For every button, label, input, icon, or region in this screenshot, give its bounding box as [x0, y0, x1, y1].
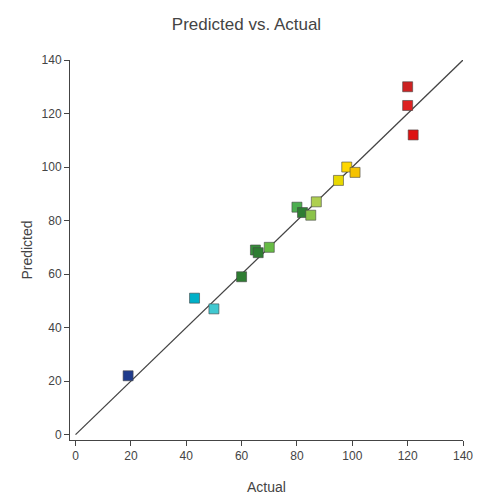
svg-text:140: 140 — [42, 53, 62, 67]
svg-text:80: 80 — [290, 449, 304, 463]
svg-text:40: 40 — [180, 449, 194, 463]
svg-text:Predicted: Predicted — [19, 220, 35, 279]
svg-text:100: 100 — [42, 160, 62, 174]
svg-text:0: 0 — [55, 428, 62, 442]
svg-text:60: 60 — [48, 267, 62, 281]
svg-text:40: 40 — [48, 321, 62, 335]
svg-text:140: 140 — [453, 449, 473, 463]
svg-text:60: 60 — [235, 449, 249, 463]
svg-text:20: 20 — [48, 374, 62, 388]
svg-text:0: 0 — [72, 449, 79, 463]
svg-text:120: 120 — [42, 107, 62, 121]
svg-text:Predicted vs. Actual: Predicted vs. Actual — [172, 15, 321, 34]
svg-text:100: 100 — [342, 449, 362, 463]
svg-text:120: 120 — [398, 449, 418, 463]
svg-text:20: 20 — [124, 449, 138, 463]
svg-text:Actual: Actual — [247, 479, 286, 495]
svg-text:80: 80 — [48, 214, 62, 228]
